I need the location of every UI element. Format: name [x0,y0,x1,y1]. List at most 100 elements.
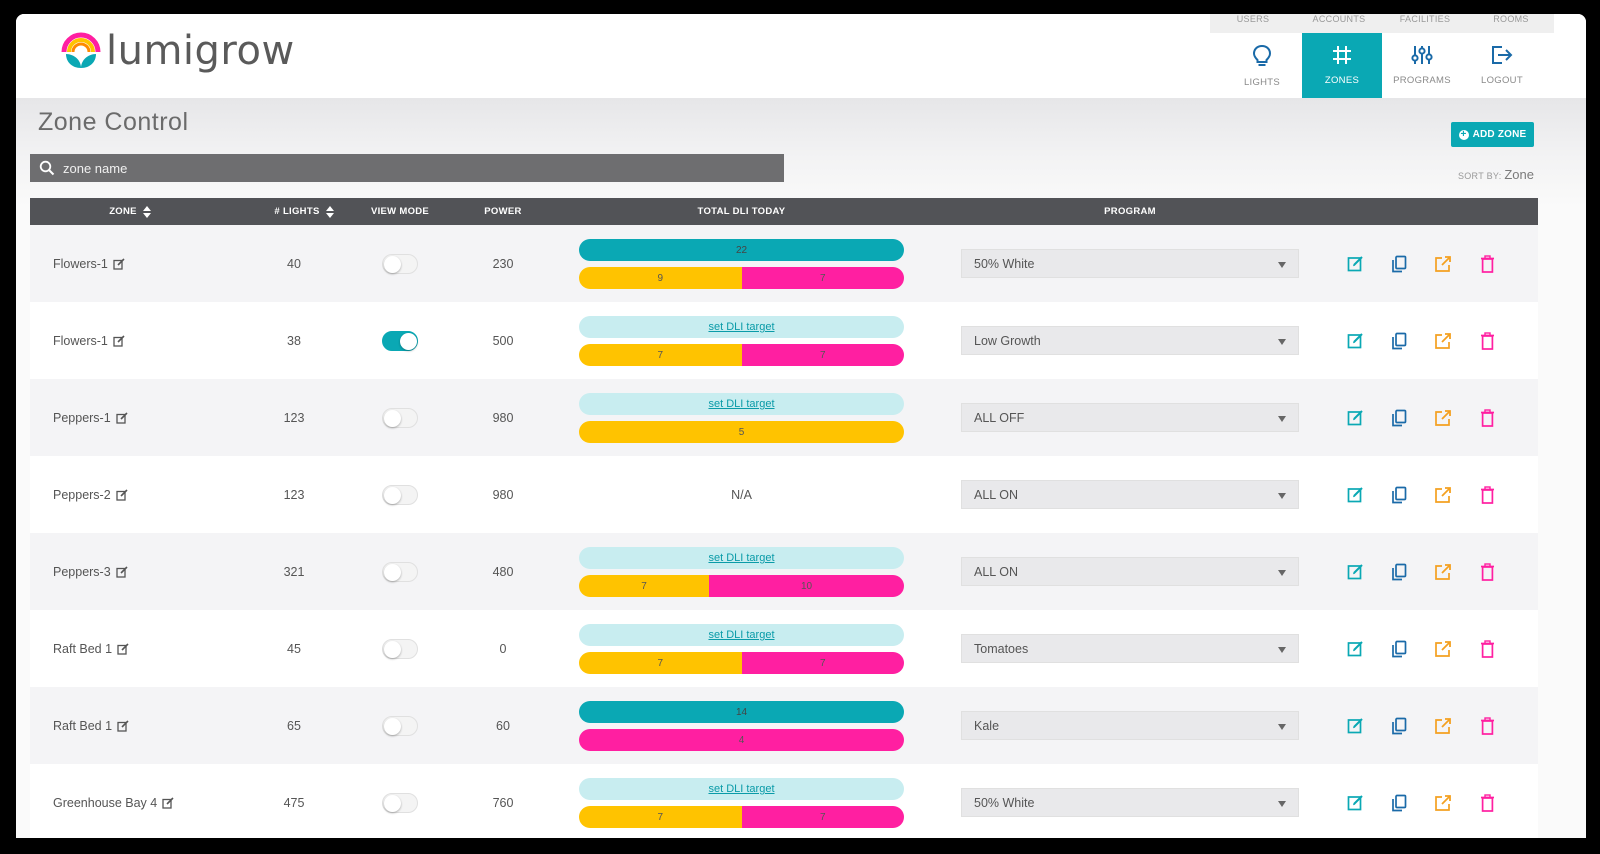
col-zone-header[interactable]: ZONE [80,198,180,225]
export-icon[interactable] [1434,409,1452,427]
edit-name-icon[interactable] [117,719,129,732]
copy-icon[interactable] [1390,255,1408,273]
zone-search-input[interactable] [63,160,663,176]
export-icon[interactable] [1434,563,1452,581]
export-icon[interactable] [1434,717,1452,735]
delete-icon[interactable] [1478,639,1496,658]
caret-down-icon [1278,416,1286,422]
grid-icon [1333,46,1351,64]
edit-icon[interactable] [1346,332,1364,350]
subnav-facilities[interactable]: FACILITIES [1399,14,1451,24]
copy-icon[interactable] [1390,332,1408,350]
dli-segment-pink: 7 [741,344,904,366]
caret-down-icon [1278,262,1286,268]
delete-icon[interactable] [1478,562,1496,581]
edit-name-icon[interactable] [113,257,125,270]
edit-icon[interactable] [1346,640,1364,658]
nav-lights[interactable]: LIGHTS [1222,33,1302,98]
nav-logout[interactable]: LOGOUT [1462,33,1542,98]
export-icon[interactable] [1434,794,1452,812]
view-mode-toggle[interactable] [382,715,418,736]
zone-name: Peppers-1 [53,410,111,425]
program-select[interactable]: Kale [961,711,1299,740]
program-select[interactable]: 50% White [961,788,1299,817]
page-title: Zone Control [38,108,189,136]
set-dli-target-link[interactable]: set DLI target [708,398,775,410]
program-select[interactable]: Tomatoes [961,634,1299,663]
power-value: 760 [492,795,514,810]
col-lights-header[interactable]: # LIGHTS [254,198,354,225]
copy-icon[interactable] [1390,717,1408,735]
edit-name-icon[interactable] [116,488,128,501]
program-select[interactable]: ALL ON [961,480,1299,509]
edit-icon[interactable] [1346,717,1364,735]
view-mode-toggle[interactable] [382,638,418,659]
view-mode-cell [380,379,420,456]
edit-icon[interactable] [1346,794,1364,812]
edit-name-icon[interactable] [113,334,125,347]
edit-name-icon[interactable] [117,642,129,655]
program-select[interactable]: ALL OFF [961,403,1299,432]
copy-icon[interactable] [1390,794,1408,812]
lights-count: 38 [287,333,301,348]
view-mode-toggle[interactable] [382,330,418,351]
edit-icon[interactable] [1346,255,1364,273]
view-mode-toggle[interactable] [382,407,418,428]
copy-icon[interactable] [1390,486,1408,504]
nav-zones[interactable]: ZONES [1302,33,1382,98]
set-dli-target-link[interactable]: set DLI target [708,321,775,333]
view-mode-cell [380,302,420,379]
view-mode-toggle[interactable] [382,253,418,274]
sliders-icon [1411,46,1433,64]
lights-count: 475 [283,795,305,810]
export-icon[interactable] [1434,332,1452,350]
caret-down-icon [1278,724,1286,730]
main-navigation: LIGHTS ZONES PROGRAMS [1222,33,1542,98]
program-select[interactable]: Low Growth [961,326,1299,355]
copy-icon[interactable] [1390,409,1408,427]
sort-by-control[interactable]: SORT BY: Zone [1458,167,1534,182]
edit-icon[interactable] [1346,563,1364,581]
program-select[interactable]: 50% White [961,249,1299,278]
dli-segment-yellow: 7 [579,344,742,366]
sub-navigation: USERS ACCOUNTS FACILITIES ROOMS [1210,14,1554,33]
dli-segment-value: 10 [800,580,813,592]
delete-icon[interactable] [1478,716,1496,735]
edit-icon[interactable] [1346,409,1364,427]
toggle-knob [384,640,401,658]
delete-icon[interactable] [1478,485,1496,504]
copy-icon[interactable] [1390,563,1408,581]
export-icon[interactable] [1434,255,1452,273]
set-dli-target-link[interactable]: set DLI target [708,629,775,641]
edit-icon[interactable] [1346,486,1364,504]
edit-name-icon[interactable] [162,796,174,809]
view-mode-toggle[interactable] [382,561,418,582]
export-icon[interactable] [1434,486,1452,504]
delete-icon[interactable] [1478,254,1496,273]
subnav-accounts[interactable]: ACCOUNTS [1312,14,1366,24]
dli-segment-value: 7 [657,811,664,823]
subnav-users[interactable]: USERS [1236,14,1270,24]
delete-icon[interactable] [1478,793,1496,812]
edit-name-icon[interactable] [116,411,128,424]
view-mode-toggle[interactable] [382,484,418,505]
col-view-mode-label: VIEW MODE [370,206,430,217]
add-zone-button[interactable]: + ADD ZONE [1451,122,1534,147]
edit-name-icon[interactable] [116,565,128,578]
power-value: 230 [492,256,514,271]
toggle-knob [384,409,401,427]
view-mode-toggle[interactable] [382,792,418,813]
brand-logo[interactable]: lumigrow [60,28,295,74]
export-icon[interactable] [1434,640,1452,658]
plus-circle-icon: + [1458,128,1469,140]
delete-icon[interactable] [1478,331,1496,350]
set-dli-target-link[interactable]: set DLI target [708,783,775,795]
set-dli-target-link[interactable]: set DLI target [708,552,775,564]
nav-programs[interactable]: PROGRAMS [1382,33,1462,98]
main-content: Zone Control + ADD ZONE SORT BY: Zone ZO… [16,98,1586,838]
lights-count: 123 [283,487,305,502]
subnav-rooms[interactable]: ROOMS [1493,14,1529,24]
copy-icon[interactable] [1390,640,1408,658]
program-select[interactable]: ALL ON [961,557,1299,586]
delete-icon[interactable] [1478,408,1496,427]
